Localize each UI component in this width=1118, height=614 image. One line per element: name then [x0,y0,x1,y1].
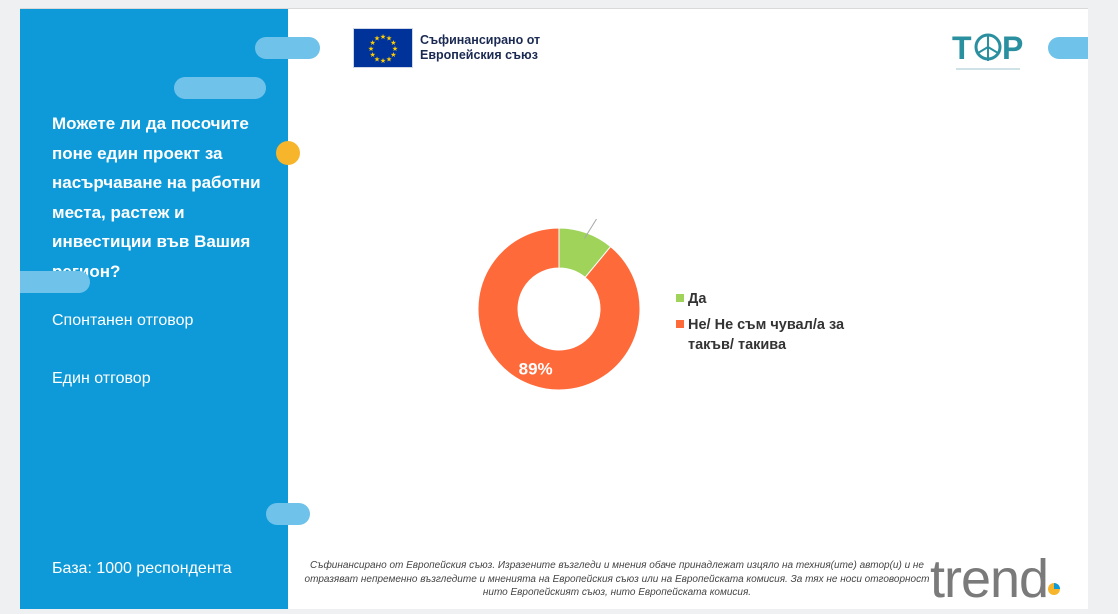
legend-swatch [676,320,684,328]
svg-text:★: ★ [369,39,375,47]
svg-text:★: ★ [386,35,392,43]
svg-text:★: ★ [369,51,375,59]
svg-text:T: T [952,30,972,66]
data-label-no: 89% [519,359,553,378]
legend-swatch [676,294,684,302]
decorative-pill [255,37,320,59]
slide: Можете ли да посочите поне един проект з… [20,8,1088,609]
eu-cofunded-logo: ★ ★ ★ ★ ★ ★ ★ ★ ★ ★ ★ ★ Съфинансирано от Европейски… [354,27,554,69]
donut-slice-2 [477,227,641,391]
eu-cofunded-text: Съфинансирано от Европейския съюз [420,33,540,63]
eu-text-line2: Европейския съюз [420,48,538,62]
svg-text:★: ★ [390,51,396,59]
decorative-pill [1048,37,1088,59]
label-leader-line [583,214,600,239]
svg-text:★: ★ [380,57,386,65]
eu-text-line1: Съфинансирано от [420,33,541,47]
svg-text:★: ★ [392,45,398,53]
trend-logo-text: trend [930,549,1048,605]
spontaneous-note: Спонтанен отговор [52,312,194,329]
svg-text:★: ★ [368,45,374,53]
legend-label: Не/ Не съм чувал/а за такъв/ такива [688,317,845,353]
trend-logo: trend [930,545,1080,609]
svg-text:P: P [1002,30,1023,66]
eu-disclaimer: Съфинансирано от Европейския съюз. Израз… [304,560,930,598]
decorative-pill [174,77,266,99]
svg-text:★: ★ [374,35,380,43]
decorative-pill [20,271,90,293]
svg-text:★: ★ [386,55,392,63]
svg-text:★: ★ [380,33,386,41]
base-respondents: База: 1000 респондента [52,560,232,577]
decorative-pill [266,503,310,525]
decorative-dot [276,141,300,165]
question-text: Можете ли да посочите поне един проект з… [52,114,261,281]
svg-text:★: ★ [374,55,380,63]
legend-item: Да [676,289,858,309]
chart-legend: Да Не/ Не съм чувал/а за такъв/ такива [676,289,858,361]
single-answer-note: Един отговор [52,370,151,387]
legend-label: Да [688,291,707,307]
sidebar-panel: Можете ли да посочите поне един проект з… [20,9,288,609]
svg-text:★: ★ [390,39,396,47]
legend-item: Не/ Не съм чувал/а за такъв/ такива [676,315,858,355]
top-project-logo: T P [950,27,1026,75]
eu-flag-icon: ★ ★ ★ ★ ★ ★ ★ ★ ★ ★ ★ ★ [354,29,412,67]
